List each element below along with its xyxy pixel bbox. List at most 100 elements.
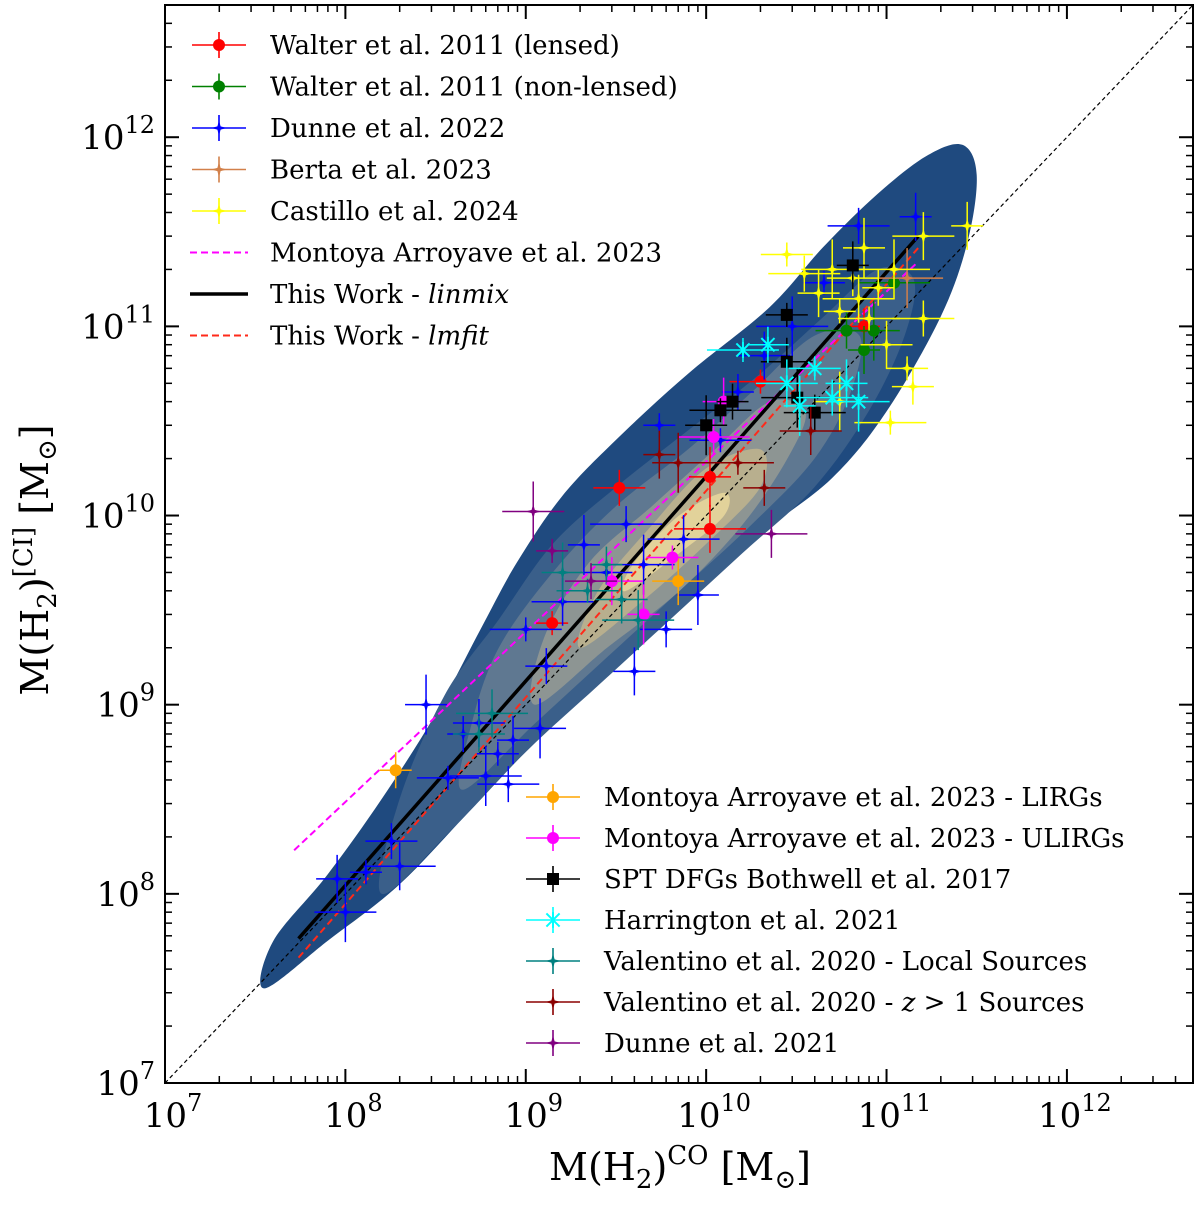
data-point — [760, 336, 776, 353]
data-point — [792, 397, 807, 414]
legend-label: SPT DFGs Bothwell et al. 2017 — [604, 865, 1011, 895]
legend-label: Dunne et al. 2022 — [270, 114, 505, 144]
data-point — [544, 543, 560, 559]
data-point — [651, 417, 668, 434]
data-point — [899, 360, 915, 377]
data-point — [518, 621, 534, 638]
legend-label: Montoya Arroyave et al. 2023 - LIRGs — [604, 783, 1103, 813]
data-point — [637, 608, 650, 621]
legend-label: Valentino et al. 2020 - Local Sources — [603, 947, 1087, 977]
data-point — [418, 696, 434, 713]
data-point — [675, 531, 692, 547]
y-tick-label: 107 — [96, 1057, 155, 1104]
data-point — [867, 324, 880, 337]
data-point — [635, 556, 652, 573]
data-point — [756, 480, 773, 496]
data-point — [532, 720, 548, 737]
data-point — [840, 324, 853, 337]
data-point — [878, 336, 895, 353]
data-point — [784, 318, 800, 335]
data-point — [651, 446, 668, 463]
data-point — [707, 431, 720, 444]
line-one-to-one — [165, 5, 1193, 1083]
series-harrington-et-al-2021 — [706, 326, 890, 436]
data-point — [831, 303, 848, 320]
series-montoya-arroyave-et-al-2023-lirgs — [379, 557, 705, 789]
data-point — [779, 246, 795, 263]
x-axis-title: M(H2)CO [M⊙] — [549, 1141, 811, 1195]
data-point — [583, 573, 599, 589]
data-point — [839, 375, 854, 392]
legend-label: Walter et al. 2011 (non-lensed) — [270, 73, 678, 103]
legend-marker — [545, 912, 561, 928]
y-tick-label: 1011 — [81, 300, 155, 347]
legend-entry: Montoya Arroyave et al. 2023 - ULIRGs — [526, 824, 1124, 854]
data-point — [857, 344, 870, 357]
legend-label: Harrington et al. 2021 — [604, 906, 900, 936]
data-point — [810, 285, 827, 301]
x-tick-label: 109 — [504, 1089, 563, 1136]
data-point — [959, 218, 975, 234]
x-tick-label: 1012 — [1038, 1089, 1112, 1136]
x-tick-label: 1010 — [677, 1089, 751, 1136]
legend-entry: Montoya Arroyave et al. 2023 — [190, 239, 662, 269]
data-point — [329, 871, 345, 887]
data-point — [626, 663, 643, 680]
data-point — [756, 347, 773, 364]
line-linmix — [297, 234, 920, 940]
y-tick-label: 1012 — [81, 111, 155, 158]
data-point — [672, 575, 685, 588]
density-level-6 — [621, 492, 730, 592]
data-point — [905, 378, 921, 395]
legend-marker — [547, 873, 559, 885]
legend-label: Castillo et al. 2024 — [270, 197, 519, 227]
data-point — [477, 768, 494, 784]
legend-entry: Walter et al. 2011 (lensed) — [192, 31, 620, 61]
data-point — [703, 470, 716, 483]
data-point — [337, 904, 354, 920]
data-point — [915, 310, 932, 327]
data-point — [670, 455, 686, 471]
legend-top: Walter et al. 2011 (lensed) Walter et al.… — [190, 31, 678, 352]
data-point — [808, 406, 821, 419]
data-point — [870, 280, 887, 296]
series-berta-et-al-2023 — [871, 248, 944, 309]
legend-entry: This Work - lmfit — [190, 322, 489, 352]
legend-label: Montoya Arroyave et al. 2023 — [270, 239, 662, 269]
data-point — [779, 375, 795, 392]
data-point — [391, 858, 408, 874]
legend-entry: Castillo et al. 2024 — [192, 197, 519, 227]
legend-entry: Dunne et al. 2021 — [526, 1029, 839, 1059]
legend-entry: Valentino et al. 2020 - Local Sources — [526, 947, 1087, 977]
legend-label: Walter et al. 2011 (lensed) — [270, 31, 620, 61]
legend-entry: Berta et al. 2023 — [192, 156, 492, 186]
data-point — [807, 360, 823, 377]
legend-marker — [213, 39, 225, 51]
data-point — [780, 308, 793, 321]
data-point — [490, 746, 506, 762]
data-point — [851, 393, 866, 410]
data-point — [886, 261, 902, 278]
data-point — [613, 591, 630, 608]
data-point — [726, 395, 739, 408]
legend-label: Valentino et al. 2020 - z > 1 Sources — [603, 988, 1084, 1018]
data-point — [471, 726, 487, 742]
legend-marker — [211, 161, 227, 178]
data-point — [850, 218, 867, 234]
legend-marker — [211, 120, 227, 136]
data-point — [546, 617, 559, 630]
legend-label: This Work - linmix — [270, 280, 509, 310]
series-valentino-et-al-2020-local-sources — [452, 542, 675, 752]
data-point — [850, 290, 867, 307]
data-point — [579, 583, 596, 599]
data-point — [500, 776, 517, 792]
data-point — [816, 275, 832, 291]
legend-label: Montoya Arroyave et al. 2023 - ULIRGs — [604, 824, 1124, 854]
legend-label: Berta et al. 2023 — [270, 156, 492, 186]
data-point — [658, 621, 674, 638]
legend-marker — [547, 791, 559, 803]
legend-entry: SPT DFGs Bothwell et al. 2017 — [526, 865, 1011, 895]
data-point — [915, 228, 932, 244]
x-tick-label: 1011 — [858, 1089, 932, 1136]
